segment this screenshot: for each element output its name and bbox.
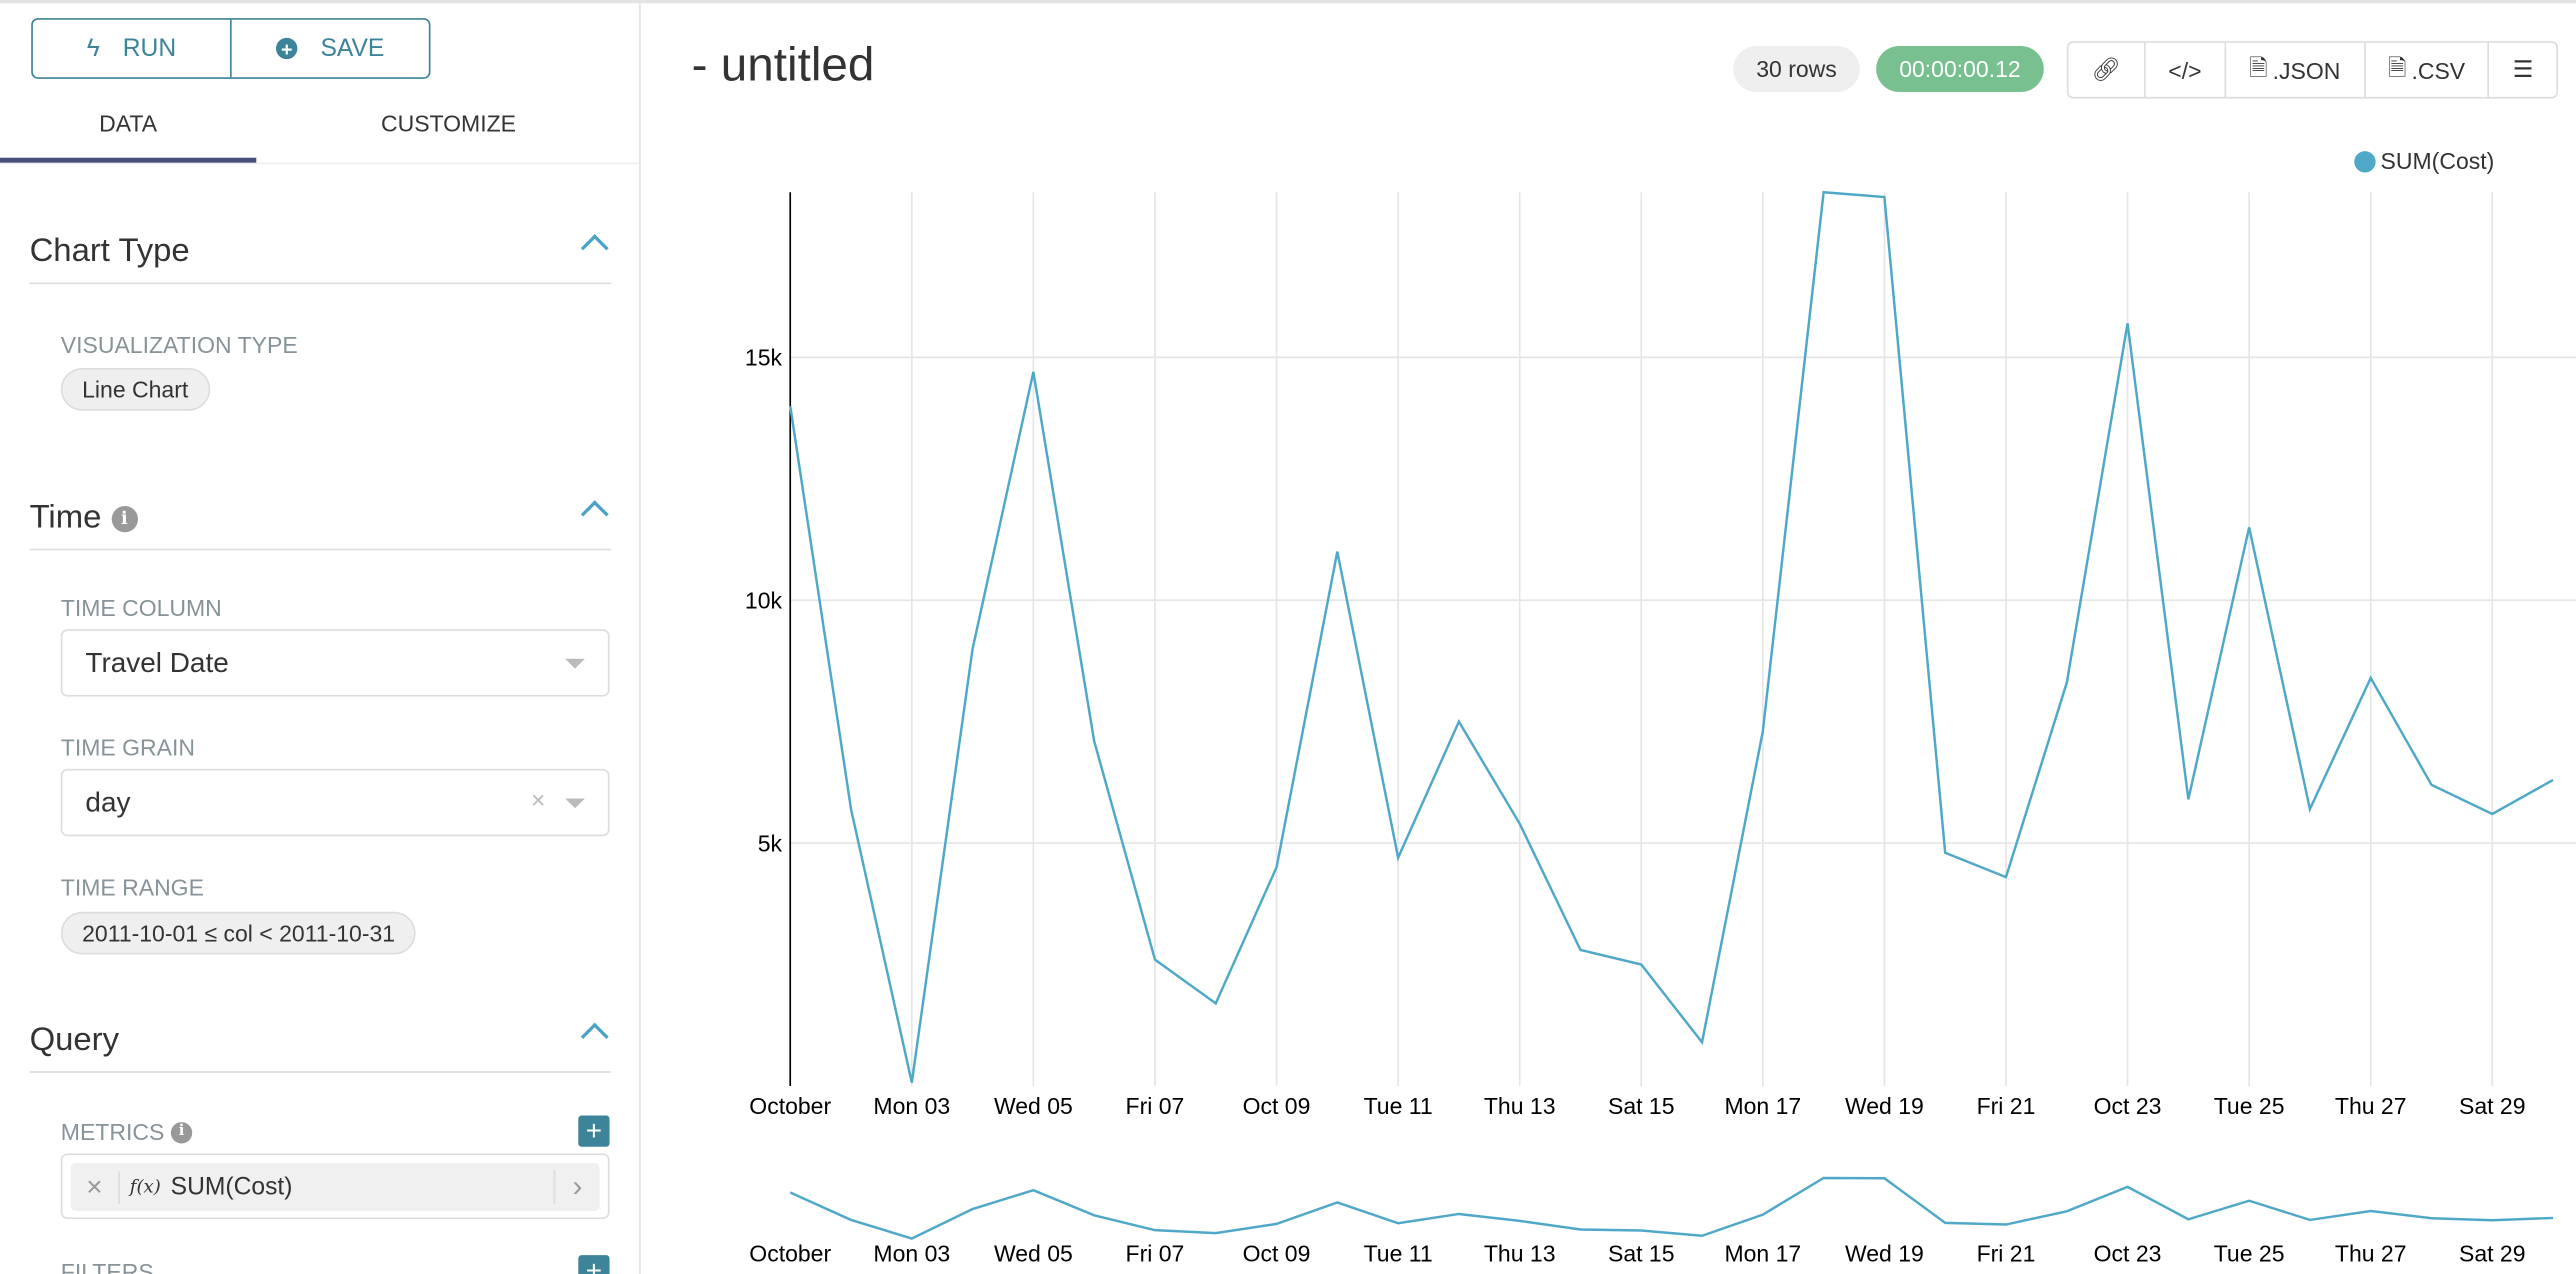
remove-metric-icon[interactable]: × (71, 1170, 120, 1204)
brush-x-tick-label: Oct 23 (2094, 1241, 2162, 1267)
info-icon[interactable]: i (170, 1121, 193, 1143)
code-icon: </> (2168, 56, 2202, 83)
action-buttons: ϟ RUN + SAVE (31, 18, 431, 79)
run-button[interactable]: ϟ RUN (86, 34, 177, 63)
metrics-label: METRICS i (61, 1119, 193, 1145)
section-query[interactable]: Query (29, 1010, 612, 1073)
brush-line (789, 1176, 2554, 1240)
chevron-up-icon[interactable] (580, 234, 609, 263)
filters-label: FILTERS (60, 1258, 154, 1274)
legend-item[interactable]: SUM(Cost) (2354, 148, 2494, 174)
metric-item: × f(x) SUM(Cost) › (60, 1153, 610, 1220)
time-range-label: TIME RANGE (60, 874, 204, 901)
y-tick-label: 15k (745, 345, 783, 371)
time-column-label: TIME COLUMN (60, 594, 222, 622)
function-icon: f(x) (129, 1176, 161, 1198)
viz-type-button[interactable]: Line Chart (60, 368, 210, 411)
x-tick-label: Tue 25 (2214, 1093, 2285, 1119)
line-chart: October October Mon 03 Mon 03 Wed 05 Wed 05 Fr… (745, 190, 2576, 1267)
brush-x-tick-label: Fri 21 (1977, 1241, 2036, 1267)
time-range-button[interactable]: 2011-10-01 ≤ col < 2011-10-31 (60, 911, 417, 955)
brush-x-tick-label: Sat 29 (2459, 1241, 2525, 1267)
x-tick-label: Fri 07 (1126, 1093, 1185, 1119)
caret-down-icon (565, 658, 585, 669)
json-button[interactable]: 🗎 .JSON (2224, 42, 2364, 97)
chevron-up-icon[interactable] (580, 500, 609, 529)
x-tick-label: Wed 19 (1845, 1093, 1924, 1119)
x-tick-label: Fri 21 (1977, 1093, 2036, 1119)
brush-x-tick-label: Fri 07 (1126, 1241, 1185, 1267)
brush-x-tick-label: October (749, 1241, 831, 1267)
brush-x-tick-label: Tue 25 (2214, 1241, 2285, 1267)
add-filter-button[interactable]: + (578, 1255, 610, 1274)
brush-x-tick-label: Oct 09 (1243, 1241, 1311, 1267)
file-text-icon: 🗎 (2388, 53, 2407, 80)
section-time[interactable]: Time i (29, 488, 612, 551)
embed-button[interactable]: </> (2143, 42, 2225, 97)
duration-badge: 00:00:00.12 (1876, 46, 2044, 93)
x-tick-label: Thu 13 (1484, 1093, 1556, 1119)
tab-customize[interactable]: CUSTOMIZE (380, 110, 517, 137)
x-tick-label: Oct 09 (1243, 1093, 1311, 1119)
x-tick-label: Tue 11 (1364, 1093, 1433, 1119)
file-code-icon: 🗎 (2249, 53, 2268, 80)
time-grain-select[interactable]: day × (60, 768, 610, 837)
legend-dot (2354, 150, 2376, 172)
info-icon[interactable]: i (111, 505, 138, 532)
link-icon: 🔗︎ (2091, 55, 2121, 83)
y-tick-label: 10k (745, 587, 783, 613)
chevron-right-icon[interactable]: › (553, 1169, 600, 1205)
x-tick-label: Wed 05 (994, 1093, 1073, 1119)
brush-x-tick-label: Mon 03 (873, 1241, 950, 1267)
menu-button[interactable]: ☰ (2488, 42, 2556, 97)
brush-x-tick-label: Thu 27 (2335, 1241, 2407, 1267)
panel-tabs: DATA CUSTOMIZE (0, 94, 640, 165)
chart-title[interactable]: - untitled (691, 39, 875, 93)
export-button-group: 🔗︎ </> 🗎 .JSON 🗎 .CSV ☰ (2066, 41, 2559, 99)
y-tick-label: 5k (758, 830, 783, 856)
x-tick-label: Mon 03 (873, 1093, 950, 1119)
x-tick-label: Thu 27 (2335, 1093, 2407, 1119)
save-button[interactable]: + SAVE (230, 19, 429, 78)
tab-data[interactable]: DATA (0, 94, 257, 163)
chevron-up-icon[interactable] (580, 1022, 609, 1051)
brush-x-tick-label: Tue 11 (1364, 1241, 1433, 1267)
series-line (789, 190, 2554, 1083)
control-panel: ϟ RUN + SAVE DATA CUSTOMIZE Chart Type VIS… (0, 3, 641, 1274)
x-tick-label: Mon 17 (1724, 1093, 1801, 1119)
hamburger-icon: ☰ (2512, 55, 2534, 83)
row-count-badge: 30 rows (1733, 46, 1860, 93)
chart-panel: - untitled 30 rows 00:00:00.12 🔗︎ </> 🗎.… (642, 3, 2576, 1274)
brush-x-tick-label: Wed 05 (994, 1241, 1073, 1267)
brush-x-tick-label: Thu 13 (1484, 1241, 1556, 1267)
x-tick-label: October (749, 1093, 831, 1119)
add-metric-button[interactable]: + (578, 1115, 610, 1147)
viz-type-label: VISUALIZATION TYPE (60, 331, 298, 359)
brush-x-tick-label: Mon 17 (1724, 1241, 1801, 1267)
time-grain-label: TIME GRAIN (60, 734, 195, 761)
caret-down-icon (565, 798, 585, 809)
x-tick-label: Sat 29 (2459, 1093, 2525, 1119)
x-tick-label: Sat 15 (1608, 1093, 1675, 1119)
brush-x-tick-label: Sat 15 (1608, 1241, 1675, 1267)
section-chart-type[interactable]: Chart Type (29, 222, 612, 285)
x-tick-label: Oct 23 (2094, 1093, 2162, 1119)
csv-button[interactable]: 🗎 .CSV (2363, 42, 2488, 97)
plus-circle-icon: + (276, 37, 298, 60)
brush-x-tick-label: Wed 19 (1845, 1241, 1924, 1267)
time-column-select[interactable]: Travel Date (60, 629, 610, 697)
clear-icon[interactable]: × (531, 786, 546, 815)
link-button[interactable]: 🔗︎ (2068, 43, 2143, 97)
bolt-icon: ϟ (86, 34, 100, 63)
metric-label[interactable]: SUM(Cost) (170, 1173, 293, 1201)
